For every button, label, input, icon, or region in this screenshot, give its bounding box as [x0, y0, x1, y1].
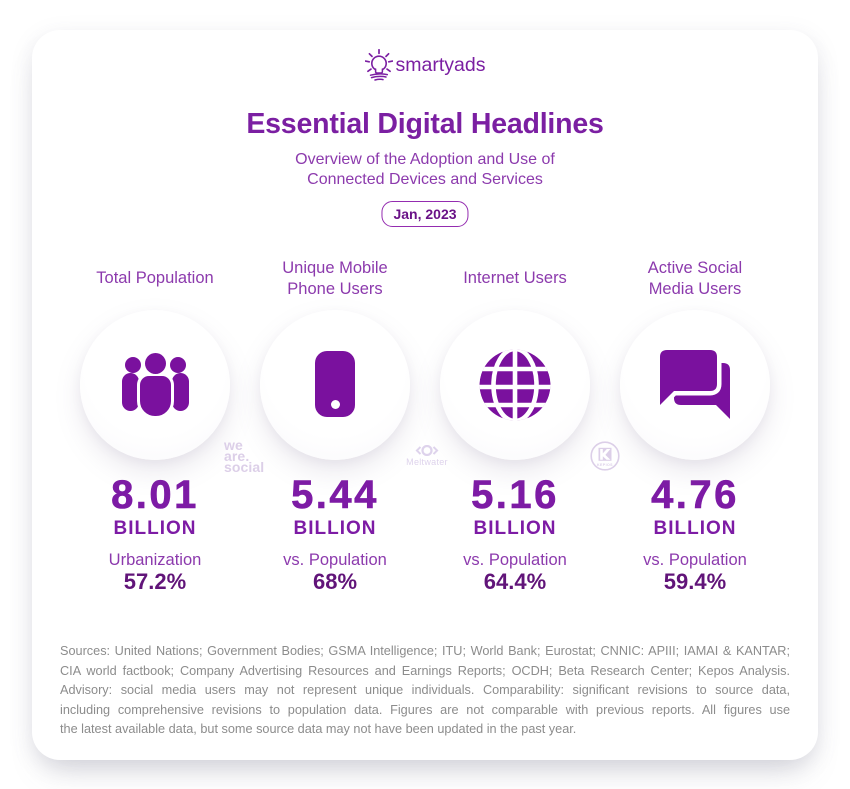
- svg-text:KEPIOS: KEPIOS: [597, 463, 613, 467]
